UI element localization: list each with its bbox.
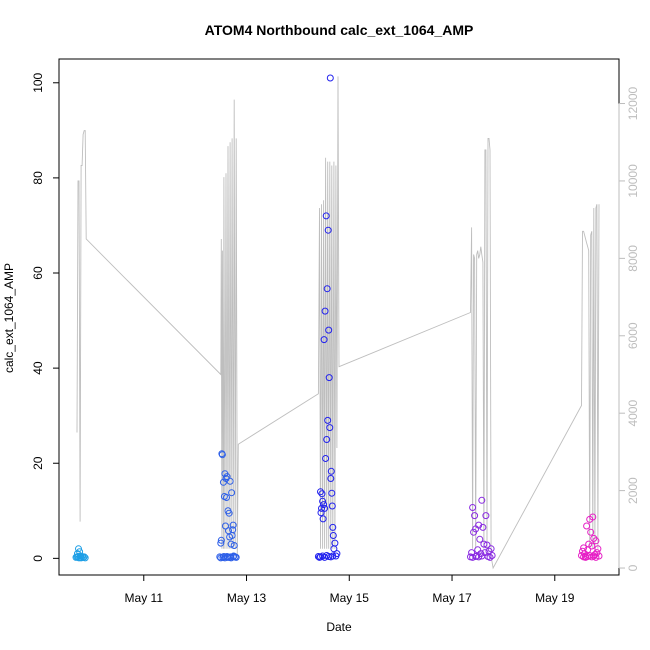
secondary-series-layer	[76, 76, 600, 570]
data-point-s2-21	[326, 74, 334, 82]
y-tick-label: 60	[31, 266, 45, 280]
y2-tick-label: 8000	[626, 245, 640, 272]
data-point-s2-9	[320, 336, 328, 344]
data-point-s2-11	[321, 307, 329, 315]
data-point-s3-25	[478, 552, 486, 560]
data-point-s1-21	[228, 489, 236, 497]
data-point-s2-27	[329, 532, 337, 539]
y2-tick-label: 12000	[626, 87, 640, 121]
data-point-s2-23	[327, 467, 335, 475]
x-axis: May 11 May 13 May 15 May 17 May 19	[125, 574, 575, 605]
data-point-s4-24	[592, 553, 600, 561]
data-point-s4-5	[583, 522, 591, 530]
data-point-s3-11	[478, 496, 486, 504]
data-point-s2-14	[323, 436, 331, 443]
data-point-s4-14	[592, 537, 600, 545]
data-point-s2-2	[317, 488, 324, 496]
data-point-s2-19	[325, 374, 333, 382]
data-point-s2-25	[328, 502, 336, 510]
data-point-s2-5	[318, 490, 326, 498]
data-point-s1-35	[229, 553, 237, 561]
data-point-s2-22	[327, 475, 335, 482]
y-tick-label: 80	[31, 171, 45, 185]
data-point-s3-24	[475, 553, 483, 561]
x-tick-label: May 15	[330, 591, 370, 605]
x-tick-label: May 13	[227, 591, 267, 605]
y2-tick-label: 4000	[626, 400, 640, 427]
data-point-s0-12	[80, 553, 88, 561]
data-point-s1-26	[230, 542, 238, 549]
data-point-s3-13	[480, 540, 488, 548]
y2-tick-label: 2000	[626, 477, 640, 504]
y2-tick-label: 6000	[626, 322, 640, 349]
data-point-s2-38	[329, 552, 337, 560]
data-point-s2-8	[320, 501, 328, 509]
data-point-s3-4	[471, 512, 479, 520]
y2-tick-label: 0	[626, 564, 640, 571]
data-point-s2-13	[322, 212, 330, 220]
y-axis-right: 0 2000 4000 6000 8000 10000 12000	[618, 87, 640, 571]
data-point-s2-6	[319, 497, 327, 505]
data-point-s3-12	[479, 523, 487, 531]
y-axis-title: calc_ext_1064_AMP	[2, 263, 16, 373]
data-point-s1-16	[225, 509, 233, 517]
data-point-s4-11	[589, 513, 597, 521]
data-point-s4-9	[587, 528, 595, 536]
data-point-s2-20	[326, 424, 334, 432]
data-point-s4-16	[594, 545, 602, 553]
data-point-s1-28	[232, 553, 240, 561]
x-tick-label: May 19	[535, 591, 575, 605]
points-layer	[72, 74, 603, 562]
x-tick-label: May 17	[432, 591, 472, 605]
data-point-s1-12	[223, 473, 231, 481]
data-point-s3-15	[482, 512, 490, 520]
y-tick-label: 100	[31, 72, 45, 92]
data-point-s2-4	[318, 504, 325, 512]
data-point-s1-0	[216, 553, 224, 561]
secondary-series-line	[76, 76, 600, 570]
y-tick-label: 20	[31, 456, 45, 470]
data-point-s1-23	[229, 526, 237, 534]
data-point-s3-16	[483, 541, 491, 549]
data-point-s2-3	[317, 509, 325, 517]
data-point-s1-4	[218, 451, 226, 459]
data-point-s3-7	[474, 546, 482, 554]
chart-title: ATOM4 Northbound calc_ext_1064_AMP	[205, 22, 474, 38]
data-point-s2-18	[325, 326, 333, 334]
data-point-s3-2	[469, 504, 477, 511]
data-point-s1-18	[226, 477, 234, 485]
data-point-s3-20	[487, 545, 495, 553]
data-point-s2-29	[331, 539, 339, 547]
data-point-s2-15	[323, 285, 331, 293]
data-point-s3-8	[475, 521, 483, 529]
data-point-s3-9	[476, 535, 484, 543]
data-point-s1-1	[217, 539, 225, 547]
x-axis-title: Date	[326, 620, 352, 634]
data-point-s3-19	[486, 553, 494, 561]
data-point-s2-26	[329, 523, 337, 531]
y2-tick-label: 10000	[626, 164, 640, 198]
data-point-s3-1	[468, 549, 476, 557]
data-point-s2-12	[322, 455, 330, 462]
data-point-s2-7	[319, 515, 327, 523]
data-point-s1-2	[217, 536, 225, 544]
data-point-s1-24	[229, 521, 237, 529]
x-tick-label: May 11	[125, 591, 164, 605]
data-point-s2-17	[324, 226, 332, 234]
data-point-s3-21	[488, 552, 496, 559]
y-tick-label: 0	[31, 555, 45, 562]
data-point-s2-16	[324, 416, 332, 424]
data-point-s1-11	[223, 494, 230, 501]
data-point-s4-10	[588, 542, 596, 550]
data-point-s0-13	[81, 554, 89, 562]
data-point-s2-10	[321, 504, 329, 512]
y-axis-left: 0 20 40 60 80 100	[31, 72, 60, 562]
data-point-s2-24	[328, 489, 336, 497]
y-tick-label: 40	[31, 361, 45, 375]
